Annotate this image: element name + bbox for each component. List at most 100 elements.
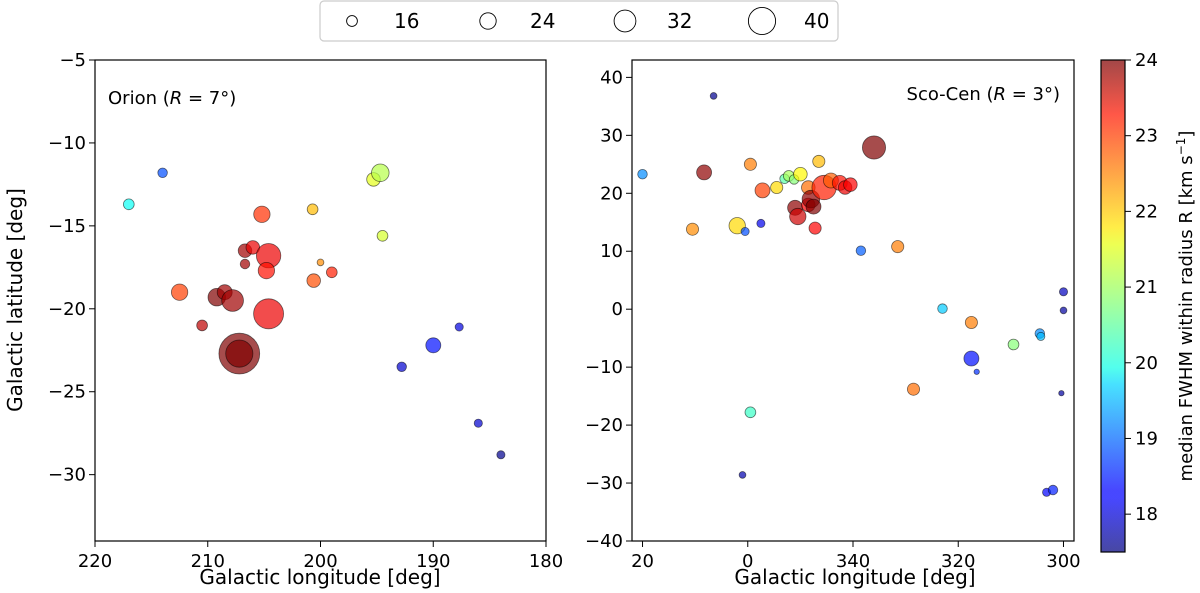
legend-marker bbox=[479, 12, 497, 30]
colorbar-tick-label: 18 bbox=[1135, 504, 1158, 525]
orion-data-point bbox=[225, 339, 254, 368]
colorbar-tick-label: 20 bbox=[1135, 353, 1158, 374]
orion-data-point bbox=[196, 319, 208, 332]
orion-data-point bbox=[396, 361, 407, 373]
orion-data-point bbox=[454, 322, 464, 332]
orion-title: Orion (R = 7°) bbox=[108, 88, 236, 109]
scocen-x-tick-label: 0 bbox=[742, 551, 753, 572]
colorbar-label: median FWHM within radius R [km s−1] bbox=[1174, 131, 1197, 482]
scocen-y-tick-label: −40 bbox=[585, 531, 623, 552]
scocen-data-point bbox=[744, 406, 757, 419]
scocen-data-point bbox=[1059, 287, 1069, 297]
scocen-data-point bbox=[963, 350, 980, 367]
orion-y-tick-label: −15 bbox=[48, 216, 86, 237]
scocen-data-point bbox=[1036, 331, 1046, 341]
orion-x-tick-label: 190 bbox=[416, 551, 450, 572]
orion-data-point bbox=[221, 289, 244, 312]
scocen-y-tick-label: 40 bbox=[600, 67, 623, 88]
scocen-x-tick-label: 320 bbox=[941, 551, 975, 572]
scocen-y-tick-label: 0 bbox=[612, 299, 623, 320]
scocen-data-point bbox=[1047, 484, 1059, 496]
orion-plot-frame bbox=[94, 59, 547, 542]
legend-label: 24 bbox=[530, 9, 555, 33]
colorbar-tick-label: 24 bbox=[1135, 50, 1158, 71]
legend-label: 32 bbox=[667, 9, 692, 33]
scocen-x-tick-label: 340 bbox=[836, 551, 870, 572]
orion-x-tick-label: 210 bbox=[191, 551, 225, 572]
orion-data-point bbox=[157, 167, 168, 179]
scocen-title: Sco-Cen (R = 3°) bbox=[907, 84, 1060, 105]
scocen-data-point bbox=[937, 303, 948, 314]
orion-x-tick-label: 220 bbox=[78, 551, 112, 572]
scocen-data-point bbox=[738, 471, 747, 479]
orion-data-point bbox=[473, 418, 483, 428]
scocen-y-tick-label: 20 bbox=[600, 183, 623, 204]
scocen-y-tick-label: −30 bbox=[585, 473, 623, 494]
scocen-data-point bbox=[808, 221, 822, 235]
colorbar-tick-label: 21 bbox=[1135, 277, 1158, 298]
orion-data-point bbox=[123, 198, 135, 211]
orion-y-tick-label: −5 bbox=[59, 50, 86, 71]
scocen-points bbox=[637, 92, 1069, 497]
scocen-data-point bbox=[756, 218, 766, 228]
colorbar-tick-label: 19 bbox=[1135, 428, 1158, 449]
size-legend: 16 24 32 40 bbox=[319, 0, 839, 42]
orion-y-tick-label: −30 bbox=[48, 465, 86, 486]
scocen-data-point bbox=[740, 226, 750, 236]
legend-marker bbox=[747, 6, 777, 36]
colorbar: 18 19 20 21 22 23 24 median FWHM within radius… bbox=[1100, 50, 1197, 553]
scocen-data-point bbox=[1007, 338, 1020, 351]
scocen-data-point bbox=[754, 182, 771, 199]
orion-x-tick-label: 180 bbox=[529, 551, 563, 572]
orion-data-point bbox=[253, 205, 271, 223]
colorbar-tick-label: 23 bbox=[1135, 126, 1158, 147]
scocen-x-tick-label: 20 bbox=[631, 551, 654, 572]
orion-data-point bbox=[239, 258, 251, 270]
scocen-y-tick-label: 30 bbox=[600, 125, 623, 146]
orion-y-tick-label: −10 bbox=[48, 133, 86, 154]
scocen-data-point bbox=[891, 240, 905, 254]
scocen-y-tick-label: 10 bbox=[600, 241, 623, 262]
colorbar-tick-label: 22 bbox=[1135, 201, 1158, 222]
orion-points bbox=[123, 163, 506, 460]
legend-marker bbox=[346, 15, 358, 27]
scocen-data-point bbox=[789, 207, 807, 226]
orion-data-point bbox=[306, 203, 319, 216]
orion-data-point bbox=[425, 337, 442, 354]
orion-data-point bbox=[496, 450, 506, 460]
scocen-y-tick-label: −10 bbox=[585, 357, 623, 378]
orion-y-tick-label: −20 bbox=[48, 299, 86, 320]
scocen-x-tick-label: 300 bbox=[1046, 551, 1080, 572]
scocen-ticks: 20 0 340 320 300 −40 −30 −20 −10 0 10 20 30 40 bbox=[585, 67, 1081, 572]
colorbar-gradient bbox=[1101, 60, 1125, 552]
legend-marker bbox=[613, 9, 637, 33]
orion-x-tick-label: 200 bbox=[303, 551, 337, 572]
colorbar-frame bbox=[1100, 59, 1126, 553]
scocen-data-point bbox=[973, 368, 980, 375]
orion-data-point bbox=[376, 230, 389, 242]
legend-label: 16 bbox=[394, 9, 419, 33]
panel-orion: 220 210 200 190 180 −30 −25 −20 −15 −10 −5 Orion (… bbox=[3, 50, 563, 589]
scocen-x-axis-label: Galactic longitude [deg] bbox=[734, 565, 975, 589]
orion-data-point bbox=[306, 273, 321, 288]
orion-data-point bbox=[316, 258, 325, 267]
scocen-data-point bbox=[855, 245, 867, 256]
orion-data-point bbox=[325, 266, 338, 279]
orion-data-point bbox=[253, 298, 285, 330]
orion-ticks: 220 210 200 190 180 −30 −25 −20 −15 −10 −5 bbox=[48, 50, 563, 572]
scocen-data-point bbox=[686, 222, 700, 236]
scocen-data-point bbox=[793, 166, 808, 182]
panel-scocen: 20 0 340 320 300 −40 −30 −20 −10 0 10 20 30 40 Sco-Ce… bbox=[585, 59, 1081, 589]
scocen-data-point bbox=[843, 177, 858, 192]
colorbar-ticks: 18 19 20 21 22 23 24 bbox=[1125, 50, 1158, 525]
legend-label: 40 bbox=[804, 9, 829, 33]
orion-data-point bbox=[257, 261, 275, 280]
scocen-data-point bbox=[862, 135, 887, 160]
scocen-data-point bbox=[805, 198, 822, 215]
scocen-data-point bbox=[696, 164, 712, 181]
scocen-data-point bbox=[1058, 390, 1065, 397]
scocen-data-point bbox=[709, 92, 718, 100]
scocen-plot-frame bbox=[631, 59, 1075, 542]
orion-x-axis-label: Galactic longitude [deg] bbox=[199, 565, 440, 589]
